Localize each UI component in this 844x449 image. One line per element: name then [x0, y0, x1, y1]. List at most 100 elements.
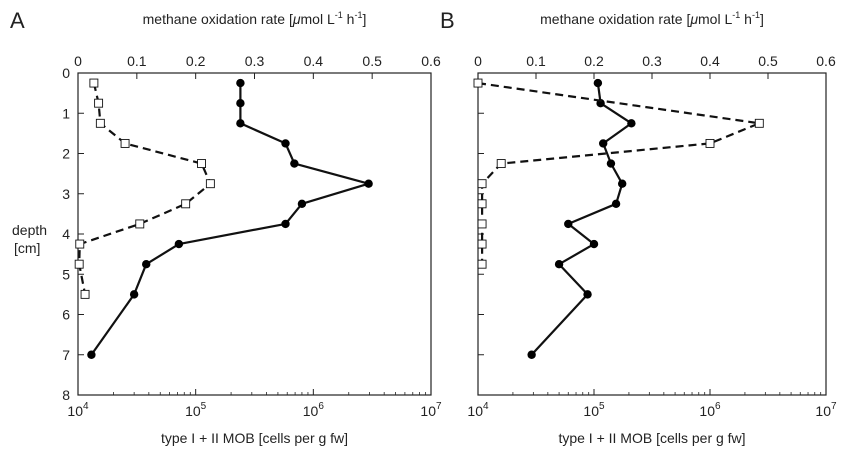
top-axis-label-part: -1	[752, 10, 760, 20]
oxidation-rate-marker	[75, 239, 85, 249]
panel-a: A 0 1 2 3 4 5 6 7 8 depth [cm] 0 0.1 0.2 0.3 0.4 0.5 0.6 me…	[10, 8, 442, 446]
bottom-axis-label: type I + II MOB [cells per g fw]	[558, 430, 745, 446]
panel-b: B 0 0.1 0.2 0.3 0.4 0.5 0.6 methane oxidation ra…	[440, 8, 837, 446]
oxidation-rate-marker	[473, 78, 483, 88]
mob-cells-marker	[297, 199, 307, 209]
y-axis-label: depth	[12, 222, 47, 238]
tick-exponent: 4	[483, 401, 489, 412]
oxidation-rate-marker	[496, 159, 506, 169]
top-axis-label-part: mol L	[698, 11, 732, 27]
oxidation-rate-marker	[477, 219, 487, 229]
oxidation-rate-marker	[135, 219, 145, 229]
top-axis-label: methane oxidation rate [μmol L-1 h-1]	[143, 10, 367, 27]
mob-cells-marker	[364, 179, 373, 188]
top-axis-label-part: -1	[335, 10, 343, 20]
oxidation-rate-line	[477, 82, 761, 265]
top-tick-label: 0.3	[245, 53, 265, 69]
oxidation-rate-marker	[705, 138, 715, 148]
tick-base: 10	[67, 403, 83, 419]
bottom-tick-label: 104	[467, 401, 489, 419]
top-tick-label: 0	[74, 53, 82, 69]
y-tick-label: 3	[62, 186, 70, 202]
tick-exponent: 7	[436, 401, 442, 412]
bottom-tick-label: 105	[583, 401, 605, 419]
tick-base: 10	[583, 403, 599, 419]
y-axis-unit-label: [cm]	[14, 240, 40, 256]
top-axis-label-part: ]	[362, 11, 366, 27]
oxidation-rate-marker	[477, 239, 487, 249]
mob-cells-marker	[593, 78, 603, 88]
mob-cells-marker	[142, 259, 151, 269]
mob-cells-marker	[611, 199, 621, 209]
top-tick-label: 0.4	[700, 53, 720, 69]
bottom-tick-label: 106	[699, 401, 721, 419]
mob-cells-marker	[617, 179, 627, 188]
oxidation-rate-marker	[197, 159, 207, 169]
tick-exponent: 6	[715, 401, 721, 412]
y-tick-label: 0	[62, 65, 70, 81]
top-tick-label: 0.4	[304, 53, 324, 69]
mob-cells-marker	[174, 239, 184, 249]
tick-base: 10	[815, 403, 831, 419]
mob-cells-marker	[281, 139, 290, 148]
plot-frame	[77, 72, 432, 396]
oxidation-rate-marker	[80, 289, 90, 299]
top-axis-label-part: mol L	[301, 11, 335, 27]
top-tick-label: 0.6	[421, 53, 441, 69]
mob-cells-marker	[236, 98, 245, 108]
mob-cells-marker	[236, 119, 245, 128]
oxidation-rate-marker	[477, 179, 487, 189]
bottom-tick-label: 107	[815, 401, 837, 419]
top-tick-label: 0.5	[362, 53, 382, 69]
mob-cells-marker	[527, 350, 536, 359]
y-tick-label: 7	[62, 347, 70, 363]
mob-cells-line	[90, 83, 370, 356]
top-tick-label: 0.5	[758, 53, 778, 69]
y-tick-label: 4	[62, 226, 70, 242]
mob-cells-marker	[589, 239, 599, 249]
mob-cells-marker	[290, 159, 299, 168]
y-tick-label: 6	[62, 307, 70, 323]
mob-cells-marker	[583, 290, 592, 299]
top-axis-label-part: methane oxidation rate [	[540, 11, 690, 27]
tick-base: 10	[420, 403, 436, 419]
oxidation-rate-marker	[754, 118, 764, 128]
tick-base: 10	[467, 403, 483, 419]
mob-cells-marker	[598, 139, 608, 148]
tick-base: 10	[185, 403, 201, 419]
bottom-axis-label: type I + II MOB [cells per g fw]	[161, 430, 348, 446]
oxidation-rate-marker	[477, 199, 487, 209]
top-tick-label: 0.1	[127, 53, 147, 69]
top-tick-label: 0.2	[584, 53, 604, 69]
plot-frame	[477, 72, 827, 396]
top-tick-label: 0	[474, 53, 482, 69]
tick-base: 10	[699, 403, 715, 419]
bottom-tick-label: 107	[420, 401, 442, 419]
mob-cells-marker	[627, 119, 636, 128]
mob-cells-marker	[564, 219, 573, 229]
top-tick-label: 0.1	[526, 53, 546, 69]
mob-cells-marker	[281, 219, 290, 229]
oxidation-rate-marker	[120, 138, 130, 148]
top-axis-label-part: -1	[354, 10, 362, 20]
y-tick-label: 1	[62, 105, 70, 121]
mob-cells-marker	[236, 78, 245, 88]
oxidation-rate-marker	[74, 259, 84, 269]
tick-exponent: 6	[318, 401, 324, 412]
panel-letter: B	[440, 8, 455, 33]
mob-cells-marker	[554, 259, 564, 269]
oxidation-rate-marker	[89, 78, 99, 88]
y-tick-label: 5	[62, 266, 70, 282]
oxidation-rate-marker	[94, 98, 104, 108]
oxidation-rate-marker	[95, 118, 105, 128]
mob-cells-line	[530, 82, 633, 356]
top-axis-label-part: h	[740, 11, 752, 27]
tick-base: 10	[303, 403, 319, 419]
top-tick-label: 0.6	[816, 53, 836, 69]
top-axis-label-part: methane oxidation rate [	[143, 11, 293, 27]
bottom-tick-label: 105	[185, 401, 207, 419]
top-axis-label-part: μ	[292, 11, 301, 27]
mob-cells-marker	[87, 350, 96, 359]
top-axis-label-part: μ	[689, 11, 698, 27]
